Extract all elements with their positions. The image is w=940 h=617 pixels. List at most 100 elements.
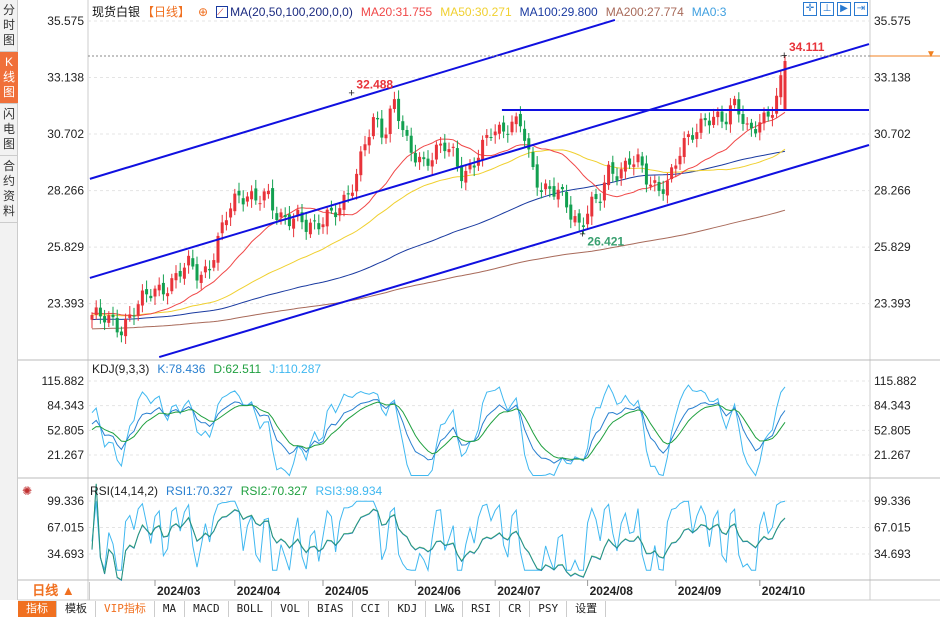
candle-body [216, 235, 220, 263]
zoom-y-icon[interactable]: ⊥ [820, 2, 834, 16]
extreme-price-label: 26.421 [587, 234, 624, 248]
candle-body [401, 121, 405, 131]
candle-body [334, 212, 338, 218]
candle-body [98, 307, 102, 317]
trendline [89, 18, 616, 180]
toolbar-tab-2[interactable]: VIP指标 [96, 601, 155, 617]
toolbar-tab-5[interactable]: BOLL [228, 601, 273, 617]
candle-body [754, 129, 758, 134]
move-right-icon[interactable]: ⇥ [854, 2, 868, 16]
ma100-line [91, 150, 786, 321]
rsi-title[interactable]: RSI(14,14,2) [90, 484, 159, 498]
candle-body [749, 122, 753, 129]
candle-body [418, 156, 422, 163]
ma-chart-icon[interactable]: ⟋ [216, 5, 229, 18]
candle-body [518, 113, 522, 127]
candle-body [640, 156, 644, 166]
candle-body [598, 201, 602, 204]
toolbar-tab-13[interactable]: PSY [530, 601, 568, 617]
rsi-tick-right: 99.336 [874, 494, 911, 508]
rsi3: RSI3:98.934 [315, 484, 383, 498]
symbol-name: 现货白银 [92, 5, 141, 19]
rsi2-line [91, 483, 786, 581]
price-tick-right: 35.575 [874, 14, 911, 28]
settings-icon[interactable]: ✺ [22, 484, 33, 498]
toolbar-tab-6[interactable]: VOL [272, 601, 309, 617]
candle-body [464, 170, 468, 183]
candle-body [737, 99, 741, 115]
toolbar-tab-12[interactable]: CR [500, 601, 531, 617]
extreme-marker-icon: + [348, 88, 354, 100]
toolbar-tab-4[interactable]: MACD [185, 601, 229, 617]
candle-body [422, 157, 426, 160]
period-selector[interactable]: 日线 ▲ [18, 582, 90, 600]
candle-body [523, 128, 527, 141]
price-tick-left: 35.575 [47, 14, 84, 28]
candle-body [699, 118, 703, 133]
rsi-tick-left: 67.015 [47, 521, 84, 535]
candle-body [556, 189, 560, 200]
x-tick-label: 2024/03 [157, 584, 201, 598]
candle-body [124, 318, 128, 337]
price-tick-right: 28.266 [874, 184, 911, 198]
ma20-value: MA20:31.755 [360, 4, 433, 19]
candle-body [514, 116, 518, 125]
play-icon[interactable]: ▶ [837, 2, 851, 16]
candle-body [292, 218, 296, 229]
candle-body [367, 137, 371, 146]
candle-body [355, 173, 359, 192]
kdj-tick-left: 52.805 [47, 423, 84, 437]
crosshair-tool-icon[interactable]: ✛ [803, 2, 817, 16]
toolbar-tab-14[interactable]: 设置 [567, 601, 607, 617]
candle-body [136, 304, 140, 316]
candle-body [623, 160, 627, 172]
candle-body [245, 196, 249, 202]
toolbar-tab-7[interactable]: BIAS [309, 601, 353, 617]
candle-body [397, 98, 401, 122]
tab-timeshare[interactable]: 分时图 [0, 0, 18, 52]
candle-body [405, 130, 409, 136]
candle-body [279, 212, 283, 218]
candle-body [371, 117, 375, 137]
candle-body [695, 132, 699, 139]
toolbar-tab-8[interactable]: CCI [352, 601, 390, 617]
price-tick-left: 28.266 [47, 184, 84, 198]
toolbar-tab-3[interactable]: MA [154, 601, 186, 617]
candle-body [770, 115, 774, 118]
candle-body [766, 111, 770, 117]
candle-body [338, 208, 342, 216]
toolbar-tab-9[interactable]: KDJ [389, 601, 427, 617]
candle-body [653, 180, 657, 183]
ma20-line [91, 111, 786, 317]
toolbar-tab-1[interactable]: 模板 [57, 601, 96, 617]
kdj-title[interactable]: KDJ(9,3,3) [92, 362, 150, 376]
extreme-price-label: 34.111 [789, 40, 825, 54]
candle-body [103, 316, 107, 323]
candle-body [107, 315, 111, 323]
crosshair-icon[interactable]: ⊕ [198, 4, 209, 19]
candle-body [602, 182, 606, 201]
ma100-value: MA100:29.800 [519, 4, 598, 19]
tab-kline[interactable]: K线图 [0, 52, 18, 104]
candle-body [691, 135, 695, 140]
toolbar-tab-10[interactable]: LW& [426, 601, 464, 617]
candle-body [607, 164, 611, 186]
candle-body [149, 295, 153, 299]
tab-contract-info[interactable]: 合约资料 [0, 156, 18, 223]
tab-flash[interactable]: 闪电图 [0, 104, 18, 156]
candle-body [317, 223, 321, 230]
rsi1: RSI1:70.327 [166, 484, 233, 498]
candle-body [132, 315, 136, 317]
toolbar-tab-11[interactable]: RSI [463, 601, 500, 617]
extreme-marker-icon: + [579, 228, 585, 240]
candle-body [321, 224, 325, 228]
rsi-legend: ✺ RSI(14,14,2) RSI1:70.327 RSI2:70.327 R… [22, 484, 382, 498]
candle-body [632, 164, 636, 167]
kdj-tick-left: 21.267 [47, 448, 84, 462]
toolbar-tab-0[interactable]: 指标 [18, 601, 57, 617]
ma-params[interactable]: MA(20,50,100,200,0,0) [230, 4, 353, 19]
candle-body [779, 75, 783, 98]
extreme-price-label: 32.488 [356, 78, 393, 92]
candle-body [313, 220, 317, 222]
